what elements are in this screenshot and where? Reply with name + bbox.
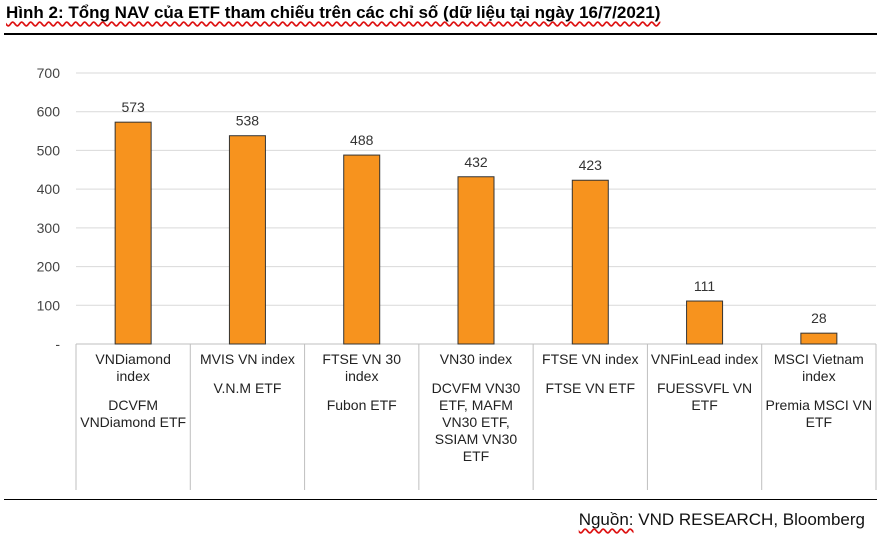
figure-title: Hình 2: Tổng NAV của ETF tham chiếu trên…	[6, 3, 661, 22]
bar	[457, 176, 495, 345]
index-name: VNDiamond index	[95, 351, 171, 384]
bar	[800, 332, 838, 345]
bar	[343, 154, 381, 345]
title-divider	[4, 33, 877, 35]
bar	[114, 121, 152, 345]
index-name: MSCI Vietnam index	[773, 351, 864, 384]
category-label: FTSE VN index FTSE VN ETF	[533, 345, 647, 397]
y-tick-label: 300	[37, 220, 61, 236]
data-label: 111	[694, 278, 715, 294]
y-tick-label: 400	[37, 181, 61, 197]
bar	[571, 179, 609, 345]
source-text: VND RESEARCH, Bloomberg	[633, 510, 865, 529]
etf-name: DCVFM VNDiamond ETF	[80, 397, 187, 430]
category-label: MVIS VN index V.N.M ETF	[190, 345, 304, 397]
data-label: 573	[121, 99, 145, 115]
etf-name: DCVFM VN30 ETF, MAFM VN30 ETF, SSIAM VN3…	[431, 380, 521, 464]
y-tick-label: 600	[37, 104, 61, 120]
data-label: 538	[236, 113, 260, 129]
data-label: 423	[579, 157, 603, 173]
y-tick-label: 700	[37, 65, 61, 81]
data-label: 432	[464, 154, 488, 170]
bar-chart: - 100 200 300 400 500 600 700 573 538 488 432 423 111…	[37, 65, 877, 490]
index-name: VNFinLead index	[650, 351, 759, 367]
index-name: FTSE VN 30 index	[322, 351, 401, 384]
bar	[228, 135, 266, 345]
y-tick-label: 200	[37, 259, 61, 275]
etf-name: FTSE VN ETF	[545, 380, 635, 396]
index-name: VN30 index	[439, 351, 513, 367]
etf-name: V.N.M ETF	[213, 380, 282, 396]
index-name: MVIS VN index	[199, 351, 295, 367]
etf-name: Premia MSCI VN ETF	[765, 397, 873, 430]
index-name: FTSE VN index	[542, 351, 639, 367]
source-prefix: Nguồn:	[578, 510, 634, 529]
data-label: 488	[350, 132, 374, 148]
category-label: FTSE VN 30 index Fubon ETF	[305, 345, 419, 414]
category-label: MSCI Vietnam index Premia MSCI VN ETF	[762, 345, 876, 431]
data-label: 28	[811, 310, 827, 326]
etf-name: Fubon ETF	[326, 397, 397, 413]
y-tick-label: 100	[37, 297, 61, 313]
etf-name: FUESSVFL VN ETF	[656, 380, 753, 413]
y-tick-label: -	[55, 336, 60, 352]
y-tick-label: 500	[37, 142, 61, 158]
category-label: VNFinLead index FUESSVFL VN ETF	[647, 345, 761, 414]
bottom-divider	[4, 499, 877, 500]
category-label: VNDiamond index DCVFM VNDiamond ETF	[76, 345, 190, 431]
category-label: VN30 index DCVFM VN30 ETF, MAFM VN30 ETF,…	[419, 345, 533, 465]
source-note: Nguồn: VND RESEARCH, Bloomberg	[579, 510, 865, 530]
bar	[686, 300, 724, 345]
